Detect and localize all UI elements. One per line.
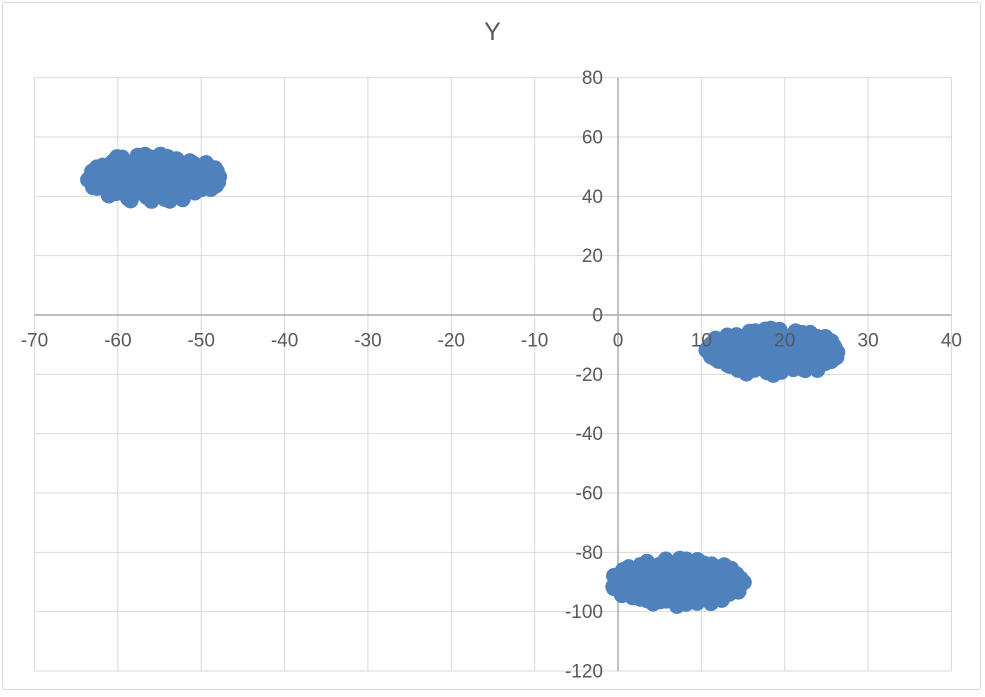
x-tick-label: -70 <box>21 331 48 352</box>
cluster-marker <box>826 340 843 357</box>
y-tick-label: 60 <box>582 127 603 148</box>
scatter-cluster <box>605 550 752 614</box>
cluster-marker <box>785 361 802 378</box>
x-tick-label: -50 <box>187 331 214 352</box>
cluster-marker <box>703 556 720 573</box>
y-tick-label: -120 <box>565 662 603 683</box>
cluster-marker <box>156 190 173 207</box>
x-tick-label: 10 <box>691 331 712 352</box>
x-tick-label: 30 <box>858 331 879 352</box>
cluster-marker <box>728 327 745 344</box>
cluster-marker <box>168 151 185 168</box>
cluster-marker <box>174 191 191 208</box>
cluster-marker <box>114 149 131 166</box>
cluster-marker <box>732 570 749 587</box>
cluster-marker <box>771 321 788 338</box>
x-tick-label: 20 <box>774 331 795 352</box>
x-tick-label: -30 <box>354 331 381 352</box>
y-tick-label: -60 <box>576 484 603 505</box>
cluster-marker <box>138 189 155 205</box>
cluster-marker <box>639 553 655 570</box>
scatter-cluster <box>698 320 846 383</box>
cluster-marker <box>185 155 202 172</box>
cluster-marker <box>759 364 775 381</box>
x-tick-label: -20 <box>438 331 465 352</box>
scatter-cluster <box>80 146 228 209</box>
y-tick-label: -100 <box>565 602 603 623</box>
x-tick-label: -60 <box>104 331 131 352</box>
y-tick-label: -80 <box>576 543 603 564</box>
x-tick-label: -40 <box>271 331 298 352</box>
y-tick-label: 80 <box>582 68 603 89</box>
cluster-marker <box>207 167 224 184</box>
y-tick-label: 0 <box>592 306 603 327</box>
x-tick-label: -10 <box>521 331 548 352</box>
cluster-marker <box>678 551 695 568</box>
cluster-marker <box>657 551 674 568</box>
y-tick-label: 20 <box>582 246 603 267</box>
x-tick-label: 0 <box>613 331 624 352</box>
cluster-marker <box>809 361 826 378</box>
x-tick-label: 40 <box>941 331 962 352</box>
y-tick-label: -20 <box>576 365 603 386</box>
chart-title: Y <box>484 18 501 46</box>
y-tick-label: 40 <box>582 187 603 208</box>
y-tick-label: -40 <box>576 424 603 445</box>
